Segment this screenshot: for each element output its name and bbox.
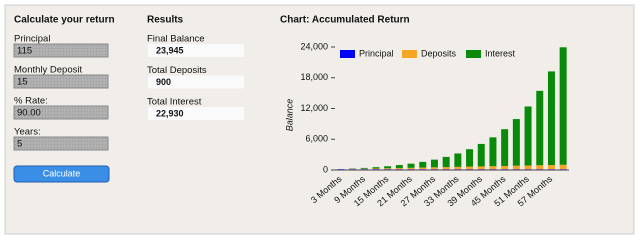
result-label: Total Interest (147, 97, 202, 108)
bar-segment (384, 168, 391, 169)
bar-segment (349, 169, 356, 170)
bar-segment (536, 165, 543, 169)
bar-segment (560, 165, 567, 170)
bar-segment (443, 157, 450, 167)
bar-segment (513, 169, 520, 170)
bar-segment (548, 71, 555, 165)
bar-segment (501, 129, 508, 166)
y-tick-label: 6,000 (305, 134, 328, 144)
bar-segment (454, 153, 461, 166)
bar-segment (431, 160, 438, 168)
bar-segment (501, 169, 508, 170)
bar-segment (454, 167, 461, 170)
bar-segment (337, 169, 344, 170)
bar-segment (419, 168, 426, 170)
y-tick-label: 18,000 (300, 72, 328, 82)
result-value: 900 (156, 77, 171, 87)
bar-segment (384, 169, 391, 170)
y-axis-label: Balance (284, 99, 294, 132)
bar-segment (408, 169, 415, 170)
y-tick-label: 0 (323, 164, 328, 174)
input-value[interactable]: 90.00 (17, 108, 41, 119)
bar-segment (372, 169, 379, 170)
input-box[interactable] (14, 137, 108, 150)
bar-segment (454, 169, 461, 170)
bar-segment (466, 167, 473, 170)
bar-segment (372, 167, 379, 168)
result-value: 22,930 (156, 108, 184, 118)
result-label: Final Balance (147, 34, 205, 45)
app: Calculate your return Calculate Results … (0, 0, 640, 243)
bar-segment (548, 165, 555, 169)
chart-title: Chart: Accumulated Return (280, 15, 410, 26)
bar-segment (419, 169, 426, 170)
y-tick-label: 12,000 (300, 103, 328, 113)
input-box[interactable] (14, 75, 108, 88)
page: Calculate your return Calculate Results … (0, 0, 640, 243)
result-label: Total Deposits (147, 65, 207, 76)
bar-segment (361, 169, 368, 170)
bar-segment (443, 167, 450, 169)
bar-segment (548, 169, 555, 170)
y-tick-label: 24,000 (300, 41, 328, 51)
field-label: % Rate: (14, 96, 48, 107)
bar-segment (478, 166, 485, 169)
bar-segment (525, 169, 532, 170)
field-label: Monthly Deposit (14, 65, 82, 76)
button-label[interactable]: Calculate (43, 168, 81, 178)
field-label: Years: (14, 127, 41, 138)
bar-segment (536, 91, 543, 165)
bar-segment (513, 166, 520, 170)
bar-segment (396, 168, 403, 169)
bar-segment (478, 169, 485, 170)
bar-segment (431, 167, 438, 169)
bar-segment (536, 169, 543, 170)
bar-segment (408, 168, 415, 170)
bar-segment (466, 169, 473, 170)
bar-segment (478, 144, 485, 166)
bar-segment (443, 169, 450, 170)
legend-label: Principal (359, 48, 394, 58)
legend-swatch (340, 50, 355, 58)
bar-segment (513, 119, 520, 166)
bar-segment (489, 166, 496, 169)
bar-segment (489, 169, 496, 170)
bar-segment (560, 169, 567, 170)
bar-segment (361, 168, 368, 169)
legend-label: Deposits (421, 48, 457, 58)
input-value[interactable]: 15 (17, 77, 28, 88)
input-value[interactable]: 5 (17, 139, 22, 150)
bar-segment (525, 165, 532, 169)
form-title: Calculate your return (14, 15, 115, 26)
results-title: Results (147, 15, 184, 26)
field-label: Principal (14, 34, 50, 45)
bar-segment (501, 166, 508, 169)
bar-segment (408, 164, 415, 168)
bar-segment (396, 169, 403, 170)
bar-segment (419, 162, 426, 168)
bar-segment (372, 168, 379, 169)
bar-segment (431, 169, 438, 170)
legend-swatch (402, 50, 417, 58)
bar-segment (396, 165, 403, 168)
input-value[interactable]: 115 (17, 46, 32, 57)
result-value: 23,945 (156, 45, 184, 55)
bar-segment (361, 169, 368, 170)
legend-label: Interest (485, 48, 516, 58)
bar-segment (525, 106, 532, 165)
legend-swatch (466, 50, 481, 58)
bar-segment (466, 149, 473, 166)
bar-segment (489, 137, 496, 166)
bar-segment (384, 166, 391, 168)
bar-segment (560, 47, 567, 165)
